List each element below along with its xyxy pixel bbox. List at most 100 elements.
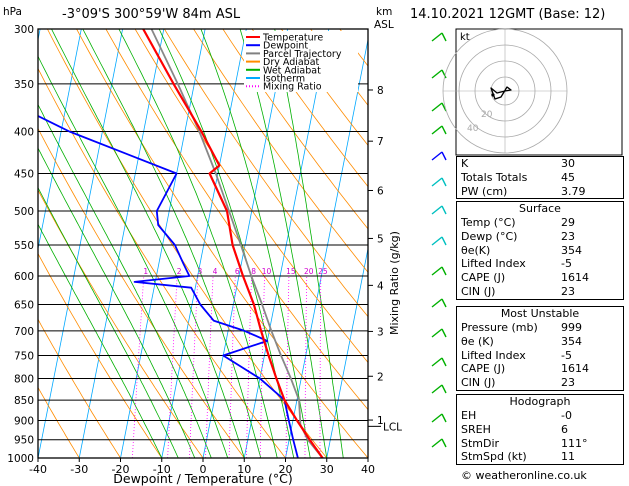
wind-barb <box>431 357 443 367</box>
x-axis-label: Dewpoint / Temperature (°C) <box>113 471 292 486</box>
most-unstable-row-label: Lifted Index <box>461 348 526 362</box>
mixing-ratio-line <box>319 275 322 458</box>
mixing-ratio-label: 2 <box>177 267 182 276</box>
diagram-frame <box>37 28 369 459</box>
surface-row-label: Temp (°C) <box>461 216 516 229</box>
most-unstable-row: θe (K) 354 <box>457 335 623 349</box>
hodograph-row: StmDir 111° <box>457 437 623 451</box>
mixing-ratio-line <box>205 275 214 458</box>
legend-label: Isotherm <box>263 74 305 85</box>
surface-row: θe(K) 354 <box>457 244 623 258</box>
surface-row-value: 354 <box>561 243 582 257</box>
mixing-ratio-label: 8 <box>251 267 256 276</box>
wind-barb <box>431 69 443 79</box>
indices-panel: K 30 Totals Totals 45 PW (cm) 3.79 <box>456 156 624 200</box>
indices-row: Totals Totals 45 <box>457 171 623 185</box>
wind-barb-flag <box>441 298 447 308</box>
wind-barb <box>431 205 443 215</box>
wind-barb-flag <box>441 357 447 367</box>
temp-tick-label: 20 <box>279 463 293 476</box>
surface-row-label: Lifted Index <box>461 257 526 271</box>
temp-tick-label: 40 <box>361 463 375 476</box>
indices-row-label: Totals Totals <box>461 170 528 184</box>
wind-barb-flag <box>441 102 447 112</box>
wet-adiabat-line <box>274 29 344 458</box>
mixing-ratio-label: 25 <box>318 267 328 276</box>
wind-barb-flag <box>441 205 447 215</box>
wind-barb-flag <box>441 413 447 423</box>
hodograph-row-value: 111° <box>561 436 588 450</box>
wet-adiabat-line <box>200 29 311 458</box>
km-tick-label: 6 <box>377 185 384 197</box>
series-parcel-trajectory <box>150 29 324 458</box>
lcl-label: LCL <box>383 421 402 433</box>
surface-row: Temp (°C) 29 <box>457 216 623 230</box>
pressure-tick-label: 400 <box>14 127 34 139</box>
most-unstable-title: Most Unstable <box>500 307 580 320</box>
isotherm-line <box>243 29 330 458</box>
mixing-ratio-label: 1 <box>143 267 148 276</box>
hodograph-ring-label: 40 <box>467 124 479 134</box>
temp-tick-label: -10 <box>153 463 171 476</box>
most-unstable-row-label: Pressure (mb) <box>461 321 538 334</box>
isotherm-line <box>0 17 1 476</box>
isotherm-line <box>326 246 368 458</box>
isotherm-line <box>202 29 289 458</box>
height-unit-label: km <box>376 6 392 18</box>
pressure-tick-label: 300 <box>14 24 34 36</box>
most-unstable-row-value: 999 <box>561 321 582 334</box>
indices-row-value: 3.79 <box>561 184 586 198</box>
dry-adiabat-line <box>38 318 121 458</box>
wind-barb <box>431 384 443 394</box>
surface-row-value: 23 <box>561 284 575 298</box>
most-unstable-row: CIN (J) 23 <box>457 376 623 390</box>
mixing-ratio-label: 10 <box>262 267 272 276</box>
series-dewpoint <box>38 115 299 458</box>
wind-barb-flag <box>441 177 447 187</box>
wind-barb <box>431 298 443 308</box>
pressure-tick-label: 1000 <box>7 453 34 465</box>
legend-label: Dewpoint <box>263 41 308 52</box>
wind-barb-flag <box>441 266 447 276</box>
isotherm-line <box>161 29 247 458</box>
surface-row: Lifted Index -5 <box>457 257 623 271</box>
temp-tick-label: 0 <box>200 463 207 476</box>
wind-barb <box>431 177 443 187</box>
datetime-label: 14.10.2021 12GMT (Base: 12) <box>410 7 606 22</box>
pressure-tick-label: 500 <box>14 206 34 218</box>
pressure-tick-label: 950 <box>14 435 34 447</box>
legend-label: Parcel Trajectory <box>263 49 342 60</box>
legend-label: Wet Adiabat <box>263 65 321 76</box>
dry-adiabat-line <box>222 29 368 230</box>
indices-row: K 30 <box>457 157 623 171</box>
wind-barb-flag <box>441 125 447 135</box>
km-tick-label: 4 <box>377 280 384 292</box>
location-label: -3°09'S 300°59'W 84m ASL <box>62 7 241 22</box>
surface-row-value: -5 <box>561 257 572 271</box>
mixing-ratio-line <box>189 275 199 458</box>
mixing-ratio-line <box>259 275 265 458</box>
dry-adiabat-line <box>251 29 368 188</box>
surface-row-value: 23 <box>561 229 575 243</box>
hodograph-row: SREH 6 <box>457 423 623 437</box>
isotherm-line <box>38 29 82 251</box>
legend-label: Temperature <box>262 33 323 44</box>
mixing-ratio-line <box>131 275 145 458</box>
surface-panel: Surface Temp (°C) 29 Dewp (°C) 23 θe(K) 354 Li… <box>456 201 624 300</box>
hodograph-table-title: Hodograph <box>509 395 571 408</box>
hodograph-row-label: SREH <box>461 422 491 436</box>
wind-barb-flag <box>441 328 447 338</box>
hodograph-row-label: EH <box>461 409 477 422</box>
series-temperature <box>142 29 324 458</box>
hodograph-panel: Hodograph EH -0 SREH 6 StmDir 111° StmSpd (kt)… <box>456 394 624 466</box>
axis-labels: 3003504004505005506006507007508008509009… <box>3 6 402 486</box>
wind-barb <box>431 438 443 448</box>
temp-tick-label: 10 <box>237 463 251 476</box>
indices-row-label: K <box>461 157 469 170</box>
pressure-tick-label: 350 <box>14 79 34 91</box>
wind-barb-flag <box>441 384 447 394</box>
hodograph-row-label: StmSpd (kt) <box>461 450 527 464</box>
hodograph-row-value: 11 <box>561 450 575 464</box>
most-unstable-panel: Most Unstable Pressure (mb) 999 θe (K) 354 L… <box>456 306 624 391</box>
